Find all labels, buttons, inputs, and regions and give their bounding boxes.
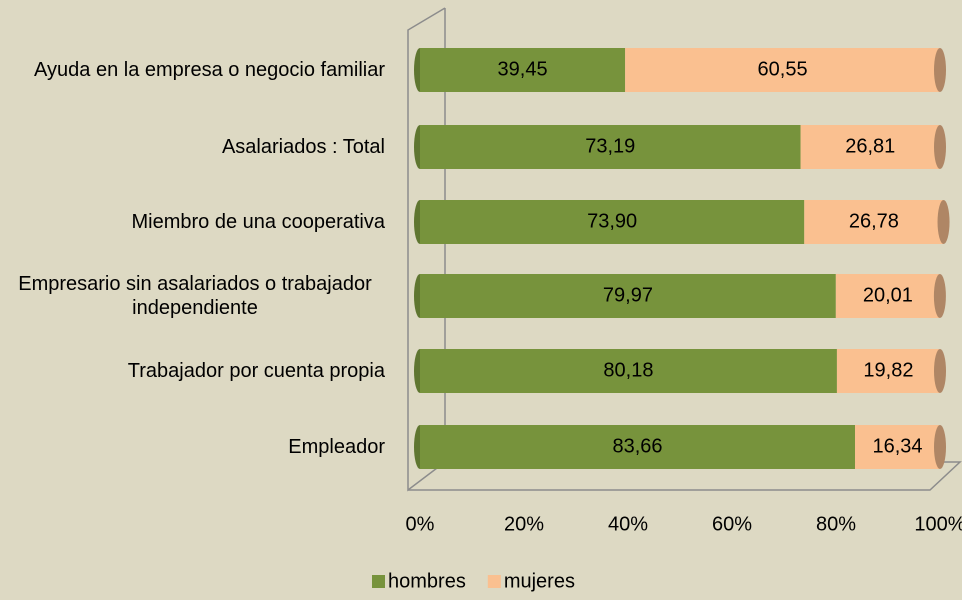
bar	[420, 425, 856, 469]
category-label: Empleador	[5, 435, 385, 459]
x-tick-label: 100%	[914, 513, 962, 535]
legend-label: hombres	[388, 570, 466, 592]
category-label: Empresario sin asalariados o trabajador …	[5, 272, 385, 320]
data-label: 16,34	[872, 435, 922, 457]
category-label: Miembro de una cooperativa	[5, 210, 385, 234]
data-label: 20,01	[863, 284, 913, 306]
bar	[420, 48, 626, 92]
data-label: 73,90	[587, 210, 637, 232]
x-tick-label: 80%	[816, 513, 856, 535]
x-tick-label: 20%	[504, 513, 544, 535]
x-tick-label: 60%	[712, 513, 752, 535]
category-label-text: Ayuda en la empresa o negocio familiar	[34, 59, 385, 81]
bar-cap-end	[934, 425, 946, 469]
category-label-text: Asalariados : Total	[221, 136, 385, 158]
bar-cap-end	[934, 349, 946, 393]
data-label: 26,78	[849, 210, 899, 232]
category-label-text: Empresario sin asalariados o trabajador …	[18, 273, 372, 319]
category-label: Ayuda en la empresa o negocio familiar	[5, 58, 385, 82]
data-label: 83,66	[612, 435, 662, 457]
bar-cap-end	[934, 125, 946, 169]
data-label: 39,45	[498, 58, 548, 80]
bar	[420, 274, 836, 318]
bar	[625, 48, 940, 92]
category-label-text: Empleador	[288, 436, 385, 458]
category-label: Trabajador por cuenta propia	[5, 359, 385, 383]
category-label: Asalariados : Total	[5, 135, 385, 159]
data-label: 19,82	[863, 359, 913, 381]
data-label: 80,18	[603, 359, 653, 381]
data-label: 26,81	[845, 135, 895, 157]
bar	[804, 200, 944, 244]
bar-cap-end	[934, 48, 946, 92]
legend-swatch	[487, 575, 501, 588]
bar	[420, 125, 801, 169]
category-label-text: Trabajador por cuenta propia	[127, 360, 385, 382]
bar	[835, 274, 940, 318]
x-tick-label: 0%	[406, 513, 435, 535]
category-label-text: Miembro de una cooperativa	[131, 211, 385, 233]
x-tick-label: 40%	[608, 513, 648, 535]
bar	[420, 349, 837, 393]
bar	[855, 425, 940, 469]
legend-label: mujeres	[504, 570, 575, 592]
bar	[800, 125, 940, 169]
bar-cap-end	[937, 200, 950, 244]
bar-cap-end	[933, 274, 946, 318]
bar	[836, 349, 940, 393]
data-label: 73,19	[585, 135, 635, 157]
data-label: 79,97	[603, 284, 653, 306]
data-label: 60,55	[758, 58, 808, 80]
legend-swatch	[372, 575, 385, 588]
bar	[420, 200, 805, 244]
